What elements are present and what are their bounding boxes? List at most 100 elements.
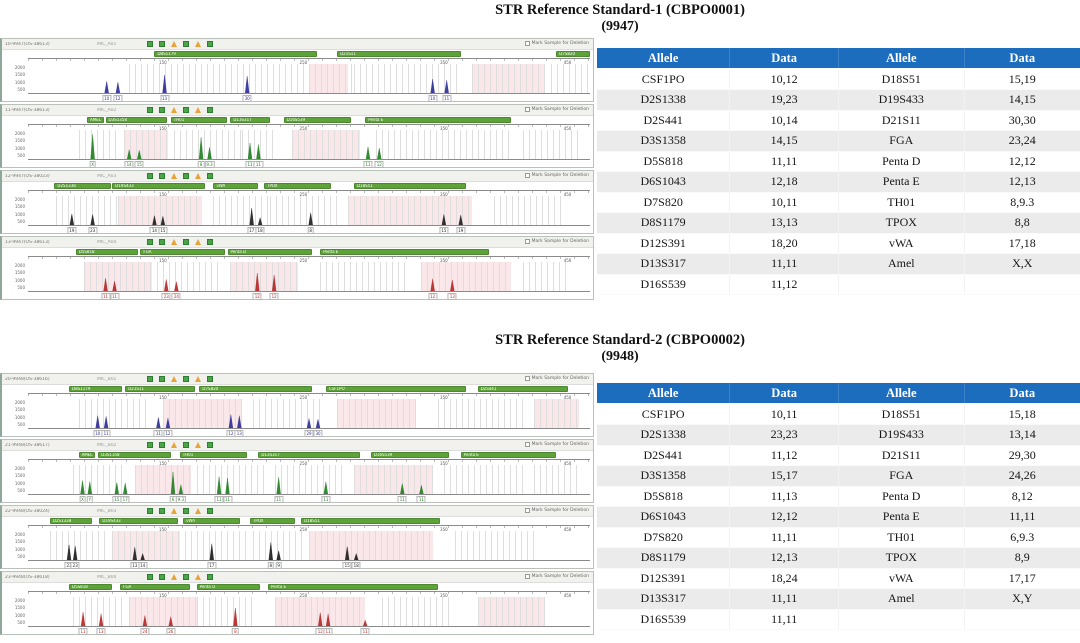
data-cell: 19,23 bbox=[729, 89, 839, 111]
mark-sample-checkbox[interactable]: Mark Sample for Deletion bbox=[524, 173, 589, 178]
marker-bar[interactable]: TPOX bbox=[249, 518, 295, 524]
marker-bar[interactable]: FGA bbox=[120, 584, 190, 590]
allele-cell: TH01 bbox=[837, 192, 965, 213]
panel-id: MIC_A01 bbox=[97, 41, 117, 47]
marker-bar[interactable]: D13S317 bbox=[258, 452, 360, 458]
trace-area bbox=[28, 531, 590, 561]
checkbox-icon[interactable] bbox=[524, 508, 530, 513]
pass-icon bbox=[159, 173, 165, 179]
mark-sample-checkbox[interactable]: Mark Sample for Deletion bbox=[524, 442, 589, 447]
marker-bar[interactable]: D2S1338 bbox=[54, 183, 111, 189]
plot-area: D2S1338 D19S433 vWA TPOX D18S51 150 250 350 450 2… bbox=[28, 518, 590, 569]
marker-bar[interactable]: D3S1358 bbox=[98, 452, 172, 458]
x-tick-label: 450 bbox=[563, 593, 572, 598]
marker-bar[interactable]: vWA bbox=[213, 183, 259, 189]
marker-bar[interactable]: D2S1338 bbox=[49, 518, 93, 524]
marker-bar[interactable]: D18S51 bbox=[301, 518, 440, 524]
allele-label: 13 bbox=[96, 628, 106, 635]
data-cell: X,Y bbox=[963, 588, 1080, 610]
marker-bar[interactable]: D21S11 bbox=[125, 386, 196, 392]
marker-bar[interactable]: D7S820 bbox=[199, 386, 312, 392]
mark-sample-checkbox[interactable]: Mark Sample for Deletion bbox=[524, 239, 589, 244]
allele-label: 8 bbox=[307, 227, 314, 234]
mark-sample-checkbox[interactable]: Mark Sample for Deletion bbox=[524, 574, 589, 579]
pass-icon bbox=[147, 107, 153, 113]
checkbox-icon[interactable] bbox=[524, 41, 530, 46]
marker-bar[interactable]: AMEL bbox=[78, 452, 96, 458]
marker-bar[interactable]: Penta E bbox=[267, 584, 438, 590]
marker-bar[interactable]: TPOX bbox=[264, 183, 332, 189]
marker-bar[interactable]: D5S818 bbox=[75, 249, 138, 255]
mark-sample-checkbox[interactable]: Mark Sample for Deletion bbox=[524, 508, 589, 513]
marker-bar[interactable]: TH01 bbox=[170, 117, 227, 123]
y-tick-label: 1000 bbox=[14, 546, 25, 552]
marker-bar[interactable]: D21S11 bbox=[337, 51, 461, 57]
data-cell: 23,23 bbox=[729, 424, 839, 446]
marker-bar[interactable]: Penta D bbox=[227, 249, 312, 255]
bin-region bbox=[471, 64, 546, 93]
bin-region bbox=[123, 130, 169, 159]
bin-region bbox=[117, 196, 203, 225]
checkbox-icon[interactable] bbox=[524, 376, 530, 381]
marker-bar[interactable]: Penta E bbox=[320, 249, 489, 255]
table-body: CSF1PO 10,12 D18S51 15,19 D2S1338 19,23 D19S43… bbox=[597, 69, 1080, 295]
marker-bar[interactable]: AMEL bbox=[87, 117, 104, 123]
sample-id: 12-9947(OS-38023) bbox=[5, 173, 50, 179]
mark-sample-checkbox[interactable]: Mark Sample for Deletion bbox=[524, 376, 589, 381]
marker-bar[interactable]: D13S317 bbox=[230, 117, 270, 123]
electropherogram-panel: 22-9948(OS-38024) MIC_B03 Mark Sample for … bbox=[0, 505, 594, 569]
mark-sample-checkbox[interactable]: Mark Sample for Deletion bbox=[524, 41, 589, 46]
warning-icon bbox=[195, 508, 201, 514]
table-row: D2S1338 19,23 D19S433 14,15 bbox=[597, 89, 1080, 111]
table-row: D5S818 11,11 Penta D 12,12 bbox=[597, 151, 1080, 172]
marker-bar[interactable]: Penta D bbox=[196, 584, 260, 590]
marker-bar[interactable]: CSF1PO bbox=[325, 386, 467, 392]
allele-cell: D12S391 bbox=[597, 568, 730, 589]
checkbox-label: Mark Sample for Deletion bbox=[531, 376, 589, 381]
marker-bar[interactable]: D5S818 bbox=[69, 584, 112, 590]
quality-flags bbox=[147, 239, 213, 245]
checkbox-icon[interactable] bbox=[524, 239, 530, 244]
allele-cell: D16S539 bbox=[597, 609, 730, 630]
checkbox-icon[interactable] bbox=[524, 107, 530, 112]
marker-bar[interactable]: D16S539 bbox=[370, 452, 450, 458]
table-row: D8S1179 13,13 TPOX 8,8 bbox=[597, 212, 1080, 234]
allele-cell: D19S433 bbox=[837, 89, 965, 111]
y-tick-label: 2000 bbox=[14, 598, 25, 603]
bin-region bbox=[292, 130, 360, 159]
pass-icon bbox=[147, 574, 153, 580]
bin-region bbox=[455, 531, 534, 560]
bin-region bbox=[353, 465, 433, 494]
trace-area bbox=[28, 196, 590, 226]
marker-bar[interactable]: D7S820 bbox=[556, 51, 590, 57]
checkbox-icon[interactable] bbox=[524, 574, 530, 579]
marker-bar[interactable]: vWA bbox=[183, 518, 241, 524]
x-tick-label: 450 bbox=[563, 395, 572, 400]
table-header-row: Allele Data Allele Data bbox=[597, 48, 1080, 70]
checkbox-icon[interactable] bbox=[524, 173, 530, 178]
checkbox-icon[interactable] bbox=[524, 442, 530, 447]
marker-bar[interactable]: D8S1179 bbox=[69, 386, 123, 392]
quality-flags bbox=[147, 173, 213, 179]
marker-bar[interactable]: Penta E bbox=[460, 452, 557, 458]
marker-bar[interactable]: D3S1358 bbox=[105, 117, 168, 123]
table-row: D2S441 10,14 D21S11 30,30 bbox=[597, 110, 1080, 131]
marker-bar[interactable]: D16S539 bbox=[283, 117, 352, 123]
marker-bar[interactable]: D19S433 bbox=[112, 183, 206, 189]
bin-region bbox=[196, 597, 253, 626]
x-tick-label: 450 bbox=[563, 527, 572, 532]
marker-bar[interactable]: D19S433 bbox=[99, 518, 179, 524]
marker-bar[interactable]: D18S51 bbox=[353, 183, 467, 189]
x-tick-label: 150 bbox=[159, 258, 167, 263]
marker-bar[interactable]: FGA bbox=[140, 249, 225, 255]
marker-bar[interactable]: D2S441 bbox=[477, 386, 568, 392]
marker-bar[interactable]: D8S1179 bbox=[154, 51, 318, 57]
mark-sample-checkbox[interactable]: Mark Sample for Deletion bbox=[524, 107, 589, 112]
column-header: Data bbox=[963, 383, 1080, 405]
marker-bar[interactable]: Penta E bbox=[365, 117, 512, 123]
size-ruler: 150 250 350 450 bbox=[28, 256, 590, 263]
marker-bar[interactable]: TH01 bbox=[179, 452, 248, 458]
trace-area bbox=[28, 130, 590, 160]
data-cell: 12,13 bbox=[963, 171, 1080, 193]
